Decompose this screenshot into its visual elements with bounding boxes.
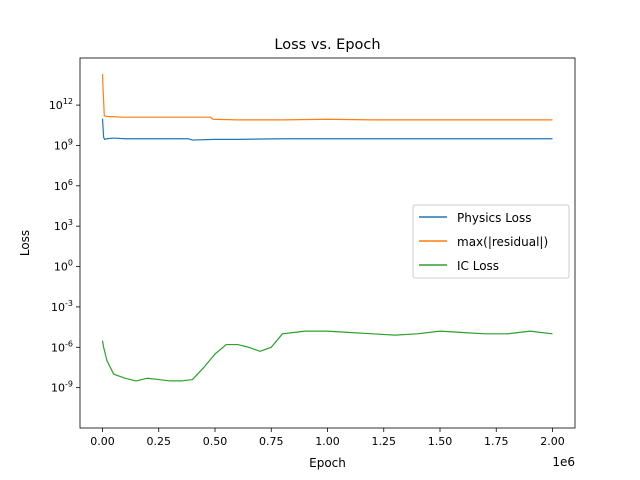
x-tick-label: 1.25 [372, 435, 397, 448]
y-tick-label: 100 [54, 259, 73, 274]
legend-box [412, 204, 570, 279]
x-offset-label: 1e6 [552, 455, 575, 469]
y-tick-label: 1012 [49, 97, 73, 112]
y-tick-label: 10-3 [51, 299, 73, 314]
legend-label-ic-loss: IC Loss [457, 259, 499, 273]
y-axis: 10-9 10-6 10-3 100 103 106 109 1012 [49, 97, 80, 395]
x-tick-label: 1.00 [315, 435, 340, 448]
y-tick-label: 10-6 [51, 339, 73, 354]
y-tick-label: 106 [54, 178, 73, 193]
x-axis-label: Epoch [309, 456, 346, 470]
x-tick-label: 2.00 [540, 435, 565, 448]
x-axis: 0.00 0.25 0.50 0.75 1.00 1.25 1.50 1.75 2.00 [90, 428, 565, 448]
x-tick-label: 0.00 [90, 435, 115, 448]
legend: Physics Loss max(|residual|) IC Loss [412, 204, 570, 279]
chart-title: Loss vs. Epoch [274, 37, 380, 53]
y-tick-label: 109 [54, 137, 73, 152]
x-tick-label: 1.75 [484, 435, 509, 448]
series-line-ic-loss [101, 330, 553, 382]
legend-label-max-residual: max(|residual|) [457, 235, 548, 249]
series-line-physics-loss [101, 118, 553, 141]
y-tick-label: 103 [54, 218, 73, 233]
series-line-max-residual [101, 74, 553, 121]
x-tick-label: 0.75 [259, 435, 284, 448]
plot-area [101, 74, 553, 382]
x-tick-label: 0.25 [147, 435, 172, 448]
y-tick-label: 10-9 [51, 380, 73, 395]
x-tick-label: 1.50 [428, 435, 453, 448]
x-tick-label: 0.50 [203, 435, 228, 448]
legend-label-physics-loss: Physics Loss [457, 211, 532, 225]
y-axis-label: Loss [18, 230, 32, 256]
